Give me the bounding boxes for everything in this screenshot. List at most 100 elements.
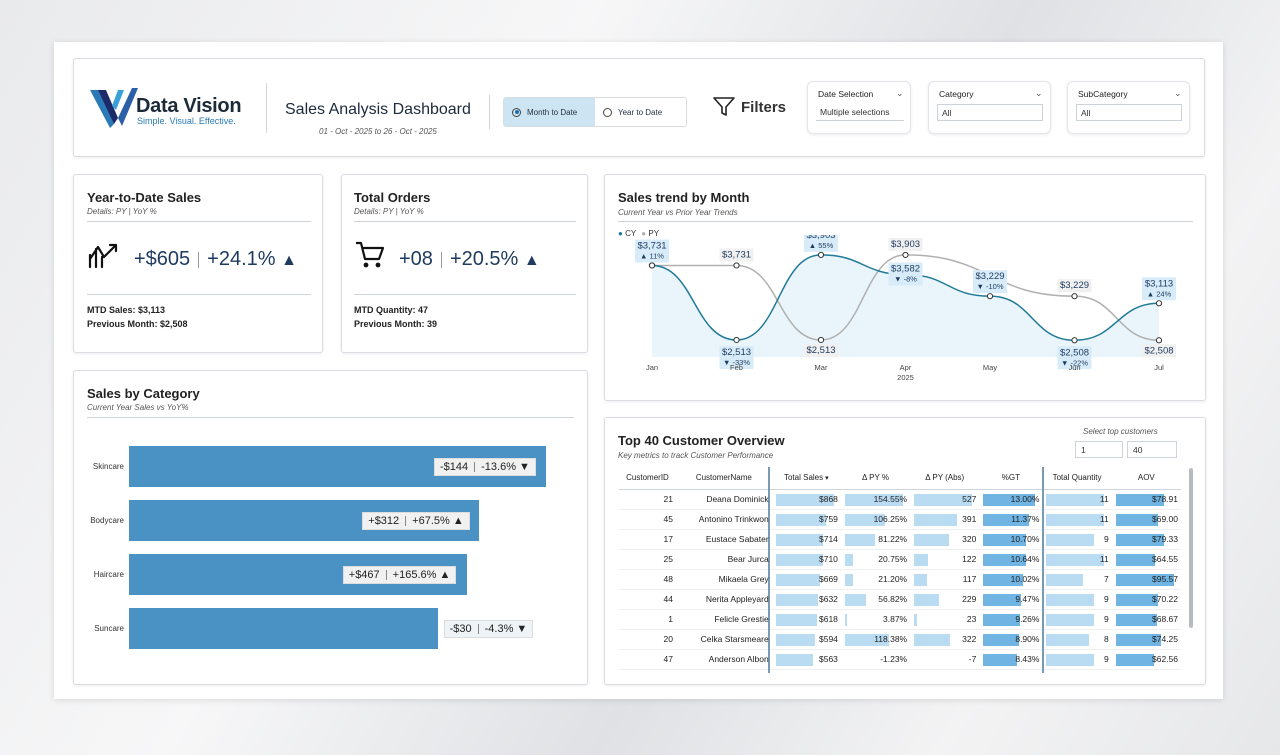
cell-value: Celka Starsmeare — [700, 634, 769, 644]
table-cell: 9 — [1042, 589, 1112, 610]
table-scroll-area[interactable]: CustomerID CustomerName Total Sales ▾ Δ PY … — [619, 467, 1189, 673]
card-subtitle: Details: PY | YoY % — [354, 207, 424, 216]
cell-data-bar — [844, 633, 890, 646]
sales-trend-chart: $3,731▲ 11%$2,513▼ -33%$3,903▲ 55%$3,582… — [635, 235, 1176, 382]
cell-data-bar — [914, 513, 958, 526]
column-header[interactable]: AOV — [1111, 467, 1181, 490]
table-row[interactable]: 48 Mikaela Grey $669 21.20% 117 10.02% 7 $95.57 — [619, 569, 1181, 590]
divider — [618, 221, 1193, 222]
table-cell: 118.38% — [840, 629, 911, 650]
cell-data-bar — [914, 573, 927, 586]
py-point — [1155, 337, 1163, 344]
table-cell: 122 — [910, 549, 980, 570]
cell-data-bar — [775, 653, 814, 666]
legend-py: ● PY — [641, 229, 660, 238]
cell-data-bar — [1115, 493, 1164, 506]
cy-point — [648, 262, 656, 269]
kpi-footer: MTD Sales: $3,113 Previous Month: $2,508 — [87, 303, 188, 331]
table-cell: 48 — [619, 569, 676, 590]
cy-point — [986, 293, 994, 300]
table-row[interactable]: 20 Celka Starsmeare $594 118.38% 322 8.90% 8 $7… — [619, 629, 1181, 650]
subcategory-dropdown[interactable]: All — [1076, 104, 1182, 121]
filters-label: Filters — [741, 98, 787, 116]
table-row[interactable]: 17 Eustace Sabater $714 81.22% 320 10.70% 9 $79… — [619, 529, 1181, 550]
table-cell: 20 — [619, 629, 676, 650]
date-selection-slicer[interactable]: Date Selection ⌄ Multiple selections — [807, 81, 911, 134]
cell-value: 154.55% — [873, 494, 908, 504]
date-selection-dropdown[interactable]: Multiple selections — [816, 104, 904, 121]
column-header[interactable]: Δ PY (Abs) — [910, 467, 980, 490]
kpi-total-orders-card: Total Orders Details: PY | YoY % +08 +20.… — [341, 174, 588, 353]
shopping-cart-icon — [356, 241, 385, 268]
separator — [440, 251, 442, 268]
category-label: Suncare — [94, 624, 124, 633]
table-cell: 8.90% — [979, 629, 1043, 650]
cell-data-bar — [1115, 533, 1164, 546]
chevron-down-icon[interactable]: ⌄ — [896, 88, 904, 98]
toggle-month-to-date[interactable]: Month to Date — [504, 98, 595, 126]
category-bar-chart: Skincare -$144 -13.6% ▼ Bodycare +$312 +67.5%… — [74, 371, 589, 686]
py-data-label: $3,903 — [888, 237, 923, 251]
table-cell: 154.55% — [840, 489, 911, 510]
header-divider-2 — [489, 95, 490, 129]
cell-value: $710 — [818, 554, 838, 564]
cell-value: 9 — [1103, 614, 1109, 624]
table-row[interactable]: 1 Felicle Grestie $618 3.87% 23 9.26% 9 $68.67 — [619, 609, 1181, 630]
cell-value: $79.33 — [1152, 534, 1178, 544]
table-row[interactable]: 45 Antonino Trinkwon $759 106.25% 391 11.37% 1… — [619, 509, 1181, 530]
category-dropdown[interactable]: All — [937, 104, 1043, 121]
date-range: 01 - Oct - 2025 to 26 - Oct - 2025 — [319, 127, 437, 136]
category-bar[interactable] — [129, 608, 438, 649]
divider — [87, 417, 574, 418]
column-header[interactable]: Total Quantity — [1042, 467, 1112, 490]
column-header[interactable]: CustomerID — [619, 467, 676, 490]
subcategory-slicer[interactable]: SubCategory ⌄ All — [1067, 81, 1190, 134]
column-header[interactable]: %GT — [979, 467, 1043, 490]
cell-value: -7 — [968, 654, 977, 664]
cell-value: 527 — [962, 494, 977, 504]
cell-value: $618 — [818, 614, 838, 624]
chevron-down-icon[interactable]: ⌄ — [1035, 88, 1043, 98]
cell-data-bar — [1046, 493, 1105, 506]
table-cell: 17 — [619, 529, 676, 550]
table-row[interactable]: 25 Bear Jurca $710 20.75% 122 10.64% 11 $64.55 — [619, 549, 1181, 570]
kpi-footer: MTD Quantity: 47 Previous Month: 39 — [354, 303, 437, 331]
separator — [198, 251, 200, 268]
period-toggle[interactable]: Month to Date Year to Date — [503, 97, 687, 127]
cell-data-bar — [1115, 553, 1155, 566]
table-cell: 3.87% — [840, 609, 911, 630]
table-row[interactable]: 44 Nerita Appleyard $632 56.82% 229 9.47% 9 $70… — [619, 589, 1181, 610]
column-header[interactable]: CustomerName — [676, 467, 772, 490]
vertical-scrollbar[interactable] — [1189, 468, 1193, 628]
toggle-year-to-date[interactable]: Year to Date — [595, 98, 686, 126]
range-to-input[interactable]: 40 — [1127, 441, 1177, 458]
x-axis-year-label: 2025 — [897, 373, 914, 382]
category-slicer[interactable]: Category ⌄ All — [928, 81, 1051, 134]
py-data-label: $3,229 — [1057, 279, 1092, 293]
cell-value: 117 — [962, 574, 977, 584]
table-row[interactable]: 47 Anderson Albon $563 -1.23% -7 8.43% 9 $62.56 — [619, 649, 1181, 670]
table-cell: 9 — [1042, 529, 1112, 550]
filter-icon — [713, 97, 735, 116]
table-row[interactable]: 21 Deana Dominick $868 154.55% 527 13.00% 11 $7… — [619, 489, 1181, 510]
table-cell: Bear Jurca — [676, 549, 772, 570]
table-cell: 13.00% — [979, 489, 1043, 510]
cell-value: $563 — [818, 654, 838, 664]
range-from-input[interactable]: 1 — [1075, 441, 1123, 458]
py-point — [733, 262, 740, 269]
column-header[interactable]: Δ PY % — [840, 467, 911, 490]
svg-text:$2,513: $2,513 — [806, 345, 835, 356]
sales-by-category-card: Sales by Category Current Year Sales vs … — [73, 370, 588, 685]
column-header[interactable]: Total Sales ▾ — [771, 467, 841, 490]
cell-value: $759 — [818, 514, 838, 524]
table-cell: -1.23% — [840, 649, 911, 670]
svg-text:▲ 11%: ▲ 11% — [640, 251, 664, 260]
svg-text:▲ 55%: ▲ 55% — [809, 241, 834, 250]
py-point — [902, 251, 909, 259]
kpi-delta-value: +08 — [399, 248, 433, 270]
cell-value: 11 — [1099, 494, 1109, 504]
filters-button[interactable]: Filters — [713, 97, 786, 117]
chevron-down-icon[interactable]: ⌄ — [1174, 88, 1182, 98]
cell-value: 11 — [1099, 514, 1109, 524]
cell-value: Eustace Sabater — [705, 534, 769, 544]
